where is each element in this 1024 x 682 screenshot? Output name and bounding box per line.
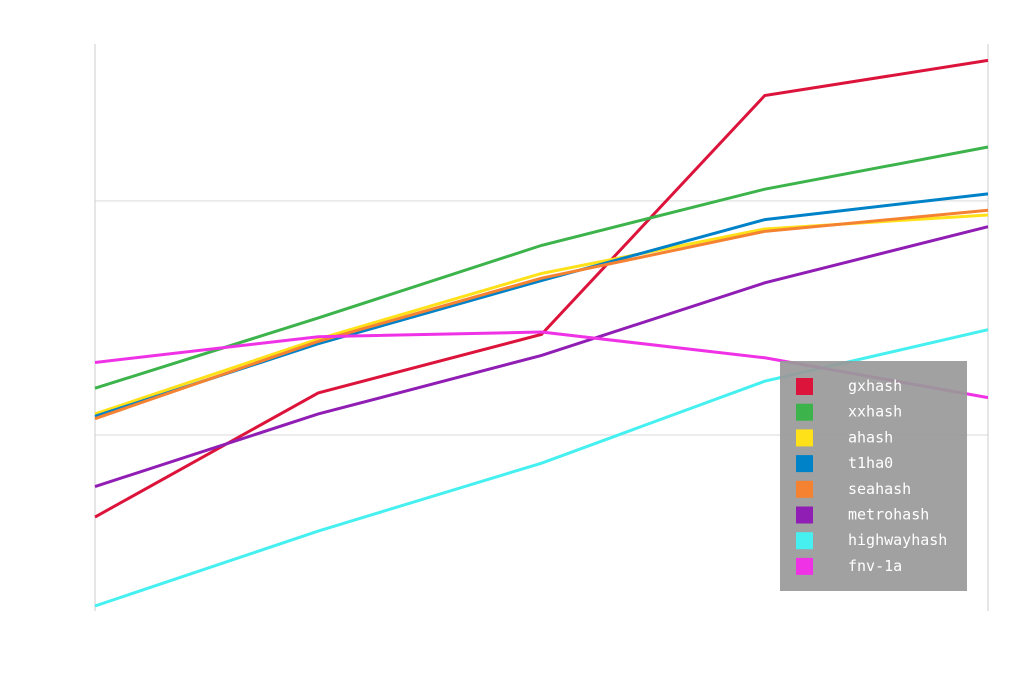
series-group (94, 58, 989, 608)
legend-swatch-ahash (796, 429, 813, 447)
series-line-gxhash (94, 58, 989, 519)
legend-swatch-t1ha0 (796, 455, 813, 473)
legend-swatch-fnv-1a (796, 557, 813, 575)
legend-label-t1ha0: t1ha0 (848, 454, 893, 472)
legend-swatch-gxhash (796, 378, 813, 395)
legend-label-metrohash: metrohash (848, 506, 929, 524)
series-line-metrohash (94, 225, 989, 489)
legend-label-fnv-1a: fnv-1a (848, 557, 902, 575)
legend-label-ahash: ahash (848, 428, 893, 446)
legend-label-gxhash: gxhash (848, 377, 902, 395)
series-line-seahash (94, 208, 989, 421)
legend-box (780, 361, 967, 591)
legend-label-xxhash: xxhash (848, 403, 902, 421)
legend-label-seahash: seahash (848, 480, 911, 498)
series-line-xxhash (94, 145, 989, 390)
legend-swatch-xxhash (796, 403, 813, 421)
legend-swatch-metrohash (796, 506, 813, 524)
legend-label-highwayhash: highwayhash (848, 531, 947, 549)
legend-swatch-seahash (796, 480, 813, 498)
legend: gxhash xxhash ahash t1ha0 seahash metrohash hi… (780, 361, 967, 591)
legend-swatch-highwayhash (796, 532, 813, 550)
